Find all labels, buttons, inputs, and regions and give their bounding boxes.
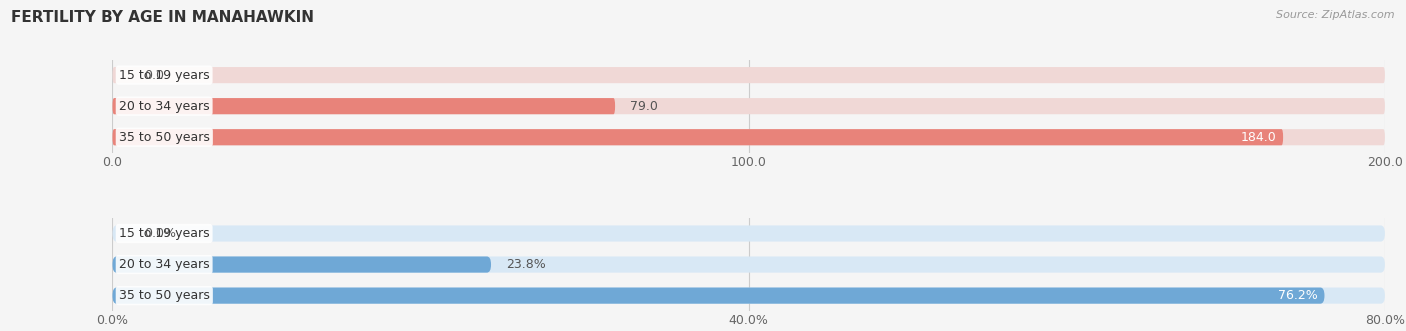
Text: FERTILITY BY AGE IN MANAHAWKIN: FERTILITY BY AGE IN MANAHAWKIN	[11, 10, 315, 25]
Text: 79.0: 79.0	[630, 100, 658, 113]
Text: 184.0: 184.0	[1241, 131, 1277, 144]
FancyBboxPatch shape	[112, 257, 491, 273]
Text: 23.8%: 23.8%	[506, 258, 546, 271]
Text: 15 to 19 years: 15 to 19 years	[120, 227, 209, 240]
FancyBboxPatch shape	[112, 67, 1385, 83]
FancyBboxPatch shape	[112, 225, 1385, 242]
Text: 0.0: 0.0	[145, 69, 165, 82]
Text: 0.0%: 0.0%	[145, 227, 176, 240]
FancyBboxPatch shape	[112, 98, 614, 114]
Text: Source: ZipAtlas.com: Source: ZipAtlas.com	[1277, 10, 1395, 20]
FancyBboxPatch shape	[112, 129, 1385, 145]
Text: 35 to 50 years: 35 to 50 years	[120, 131, 209, 144]
Text: 35 to 50 years: 35 to 50 years	[120, 289, 209, 302]
FancyBboxPatch shape	[112, 98, 1385, 114]
FancyBboxPatch shape	[112, 288, 1324, 304]
FancyBboxPatch shape	[112, 288, 1385, 304]
Text: 15 to 19 years: 15 to 19 years	[120, 69, 209, 82]
FancyBboxPatch shape	[112, 257, 1385, 273]
Text: 20 to 34 years: 20 to 34 years	[120, 100, 209, 113]
Text: 76.2%: 76.2%	[1278, 289, 1317, 302]
FancyBboxPatch shape	[112, 129, 1284, 145]
Text: 20 to 34 years: 20 to 34 years	[120, 258, 209, 271]
